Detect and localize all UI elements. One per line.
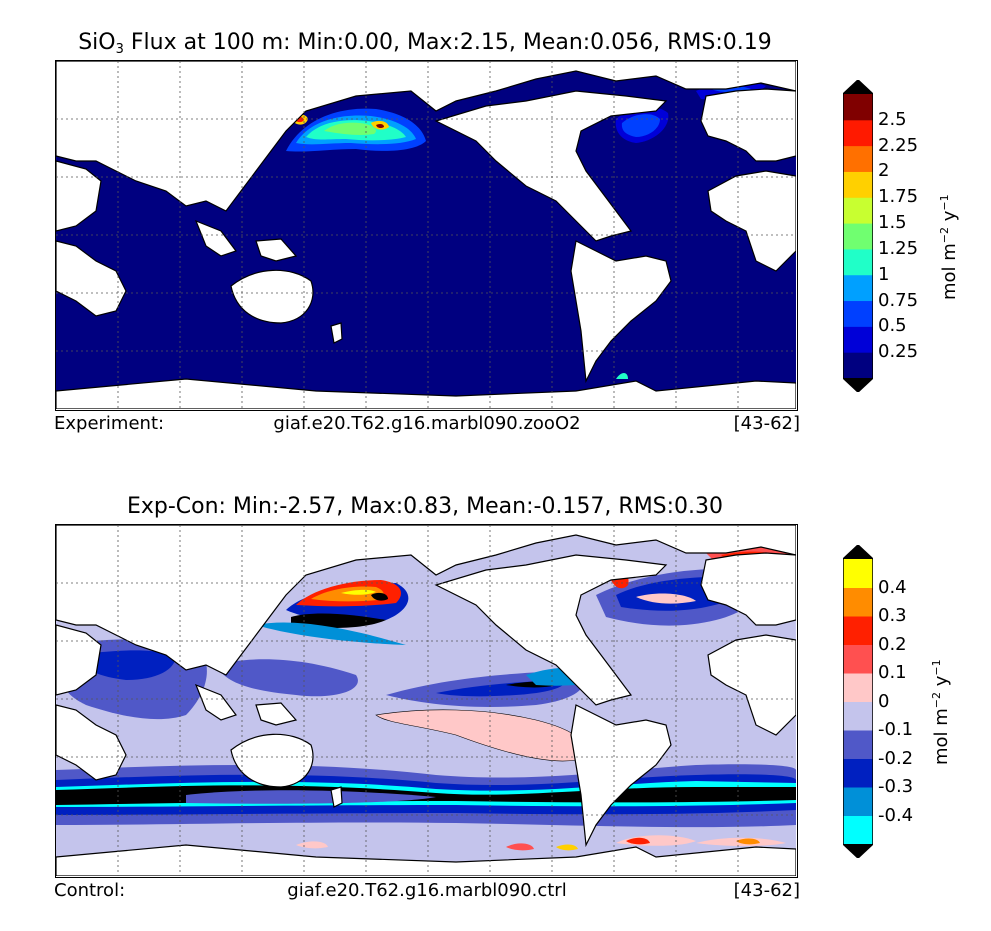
top-colorbar-segment [843, 326, 873, 353]
top-colorbar-tick-label: 1.25 [878, 237, 919, 259]
bottom-map [55, 524, 798, 878]
top-antarctic-spot [616, 373, 628, 379]
experiment-years: [43-62] [733, 413, 800, 434]
bottom-units-exp1: −2 [930, 691, 943, 709]
top-colorbar-segment [843, 248, 873, 276]
top-map-canvas [56, 61, 796, 409]
bottom-map-canvas [56, 525, 796, 876]
top-colorbar-tick-label: 2 [878, 160, 890, 182]
top-colorbar [842, 78, 874, 394]
bottom-units-main: mol m [931, 708, 952, 765]
top-units-mid: y [939, 210, 960, 227]
top-colorbar-tick-label: 1.5 [878, 212, 907, 234]
bottom-map-footer: Control: giaf.e20.T62.g16.marbl090.ctrl … [54, 880, 800, 902]
bottom-colorbar-over-triangle [843, 545, 873, 559]
top-colorbar-over-triangle [843, 80, 873, 94]
bottom-colorbar-segment [843, 673, 873, 702]
bottom-colorbar-units: mol m−2 y−1 [930, 659, 952, 765]
top-units-exp2: −1 [938, 194, 951, 211]
bottom-colorbar-segment [843, 616, 873, 645]
top-colorbar-segment [843, 223, 873, 250]
top-title-rest: Flux at 100 m: Min:0.00, Max:2.15, Mean:… [123, 30, 772, 55]
bottom-colorbar-segment [843, 644, 873, 674]
top-colorbar-segment [843, 145, 873, 172]
bottom-land [56, 525, 796, 876]
bottom-colorbar-tick-label: 0.4 [878, 576, 907, 598]
bottom-colorbar-segment [843, 587, 873, 617]
bottom-colorbar-segment [843, 815, 873, 845]
top-title-subscript: 3 [115, 42, 124, 57]
top-colorbar-segment [843, 197, 873, 224]
bottom-units-exp2: −1 [930, 659, 943, 676]
bottom-colorbar-under-triangle [843, 844, 873, 858]
top-colorbar-units: mol m−2 y−1 [938, 194, 960, 300]
bottom-colorbar-segment [843, 758, 873, 788]
top-colorbar-tick-label: 0.5 [878, 315, 907, 337]
control-label: Control: [54, 880, 126, 901]
bottom-antarctic-spots [296, 835, 786, 851]
bottom-north-pacific-blob [256, 580, 409, 645]
bottom-colorbar-segment [843, 730, 873, 759]
bottom-colorbar-segment [843, 701, 873, 731]
top-map [55, 60, 798, 411]
top-colorbar-tick-label: 2.25 [878, 134, 919, 156]
bottom-gridlines [56, 525, 796, 876]
bottom-colorbar-tick-label: 0.2 [878, 633, 907, 655]
bottom-colorbar-segment [843, 787, 873, 816]
bottom-colorbar-tick-label: -0.4 [878, 804, 914, 826]
bottom-colorbar-tick-label: 0 [878, 690, 890, 712]
top-land [56, 61, 796, 409]
experiment-case-name: giaf.e20.T62.g16.marbl090.zooO2 [273, 413, 581, 434]
top-colorbar-segment [843, 119, 873, 147]
top-colorbar-tick-label: 1 [878, 263, 890, 285]
control-case-name: giaf.e20.T62.g16.marbl090.ctrl [287, 880, 567, 901]
top-colorbar-segment [843, 352, 873, 379]
control-years: [43-62] [733, 880, 800, 901]
bottom-colorbar-tick-label: 0.3 [878, 605, 907, 626]
top-colorbar-tick-label: 1.75 [878, 186, 919, 208]
top-colorbar-tick-label: 2.5 [878, 108, 907, 130]
top-gridlines [56, 61, 796, 409]
top-colorbar-tick-label: 0.25 [878, 341, 919, 363]
bottom-colorbar-segment [843, 559, 873, 588]
bottom-map-title: Exp-Con: Min:-2.57, Max:0.83, Mean:-0.15… [126, 494, 724, 519]
top-colorbar-tick-label: 0.75 [878, 289, 919, 311]
top-units-exp1: −2 [938, 226, 951, 244]
bottom-colorbar-canvas [842, 543, 874, 860]
bottom-colorbar-tick-label: -0.1 [878, 719, 914, 740]
bottom-units-mid: y [931, 675, 952, 692]
bottom-colorbar-tick-label: -0.2 [878, 747, 914, 769]
top-map-footer: Experiment: giaf.e20.T62.g16.marbl090.zo… [54, 413, 800, 435]
top-map-title: SiO3 Flux at 100 m: Min:0.00, Max:2.15, … [0, 30, 850, 57]
top-colorbar-segment [843, 171, 873, 198]
top-title-prefix: SiO [78, 30, 116, 55]
top-colorbar-segment [843, 94, 873, 121]
bottom-colorbar [842, 543, 874, 860]
top-colorbar-under-triangle [843, 378, 873, 392]
top-colorbar-segment [843, 300, 873, 327]
bottom-colorbar-tick-label: -0.3 [878, 776, 914, 797]
bottom-colorbar-tick-label: 0.1 [878, 662, 907, 683]
top-units-main: mol m [939, 243, 960, 300]
top-colorbar-segment [843, 274, 873, 302]
experiment-label: Experiment: [54, 413, 165, 434]
top-colorbar-canvas [842, 78, 874, 394]
